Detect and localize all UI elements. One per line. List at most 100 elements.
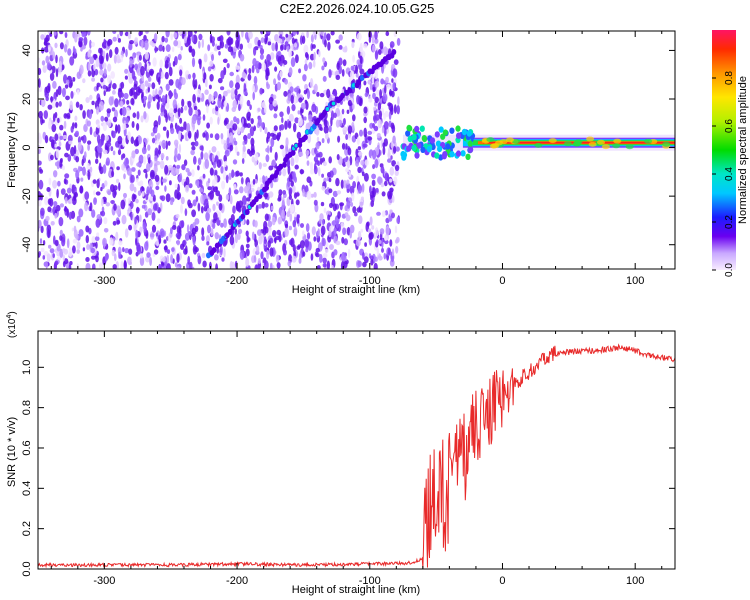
ridge-point — [303, 134, 308, 141]
noise-speck — [104, 253, 108, 262]
noise-speck — [297, 116, 303, 127]
noise-speck — [290, 180, 294, 187]
noise-speck — [211, 40, 215, 47]
noise-speck — [43, 110, 48, 120]
noise-speck — [45, 215, 50, 222]
noise-speck — [278, 193, 282, 201]
band-knot — [625, 144, 634, 150]
noise-speck — [268, 191, 274, 198]
noise-speck — [309, 161, 314, 171]
noise-speck — [100, 186, 103, 192]
noise-speck — [315, 252, 320, 258]
noise-speck — [188, 106, 193, 116]
noise-speck — [158, 234, 161, 240]
noise-speck — [284, 78, 288, 85]
noise-speck — [251, 65, 255, 74]
noise-speck — [145, 88, 149, 94]
noise-speck — [349, 230, 353, 239]
band-onset-blob — [438, 126, 444, 133]
noise-speck — [262, 162, 267, 167]
noise-speck — [368, 36, 372, 43]
noise-speck — [105, 202, 111, 207]
noise-speck — [303, 63, 308, 72]
noise-speck — [78, 37, 84, 42]
noise-speck — [310, 253, 314, 261]
noise-speck — [217, 98, 222, 109]
noise-speck — [384, 180, 388, 187]
noise-speck — [338, 34, 343, 41]
noise-speck — [326, 260, 330, 269]
noise-speck — [385, 31, 390, 37]
noise-speck — [113, 203, 117, 211]
noise-speck — [161, 178, 167, 183]
noise-speck — [62, 134, 68, 140]
noise-speck — [383, 46, 388, 56]
noise-speck — [238, 103, 241, 112]
noise-speck — [323, 125, 329, 134]
noise-speck — [328, 125, 332, 133]
noise-speck — [293, 96, 297, 106]
noise-speck — [363, 80, 367, 86]
band-onset-blob — [422, 135, 428, 143]
noise-speck — [201, 38, 204, 49]
noise-speck — [91, 236, 96, 243]
noise-speck — [207, 66, 212, 72]
noise-speck — [120, 199, 126, 210]
noise-speck — [137, 135, 142, 145]
noise-speck — [269, 145, 273, 153]
noise-speck — [311, 103, 317, 113]
noise-speck — [317, 228, 320, 237]
noise-speck — [335, 119, 340, 128]
noise-speck — [133, 194, 137, 200]
y-tick-label: -20 — [21, 188, 33, 204]
noise-speck — [138, 62, 142, 68]
noise-speck — [154, 147, 159, 156]
noise-speck — [234, 93, 239, 101]
noise-speck — [167, 140, 171, 146]
noise-speck — [253, 46, 257, 56]
noise-speck — [93, 190, 96, 196]
noise-speck — [369, 255, 374, 261]
noise-speck — [299, 252, 302, 261]
noise-speck — [214, 232, 219, 240]
noise-speck — [360, 160, 365, 166]
noise-speck — [194, 31, 198, 34]
snr-multiplier-label: (x10 — [7, 318, 18, 338]
noise-speck — [134, 63, 139, 71]
noise-speck — [387, 147, 391, 156]
noise-speck — [335, 39, 340, 44]
noise-speck — [364, 92, 369, 98]
noise-speck — [296, 31, 299, 35]
noise-speck — [294, 212, 297, 218]
noise-speck — [246, 99, 251, 107]
x-tick-label: -200 — [226, 275, 248, 287]
noise-speck — [109, 49, 113, 59]
noise-speck — [375, 114, 380, 121]
noise-speck — [229, 195, 233, 205]
noise-speck — [331, 264, 334, 269]
noise-speck — [112, 188, 117, 199]
noise-speck — [283, 90, 288, 97]
noise-speck — [191, 169, 195, 178]
noise-speck — [205, 99, 210, 107]
noise-speck — [355, 159, 360, 167]
noise-speck — [306, 176, 312, 183]
band-knot — [586, 136, 595, 142]
noise-speck — [57, 117, 60, 124]
noise-speck — [174, 262, 178, 268]
ridge-point — [278, 163, 284, 170]
noise-speck — [38, 219, 42, 229]
noise-speck — [248, 31, 253, 40]
noise-speck — [233, 116, 237, 123]
noise-speck — [87, 50, 91, 58]
noise-speck — [120, 81, 125, 89]
noise-speck — [363, 106, 368, 114]
noise-speck — [394, 164, 400, 172]
noise-speck — [240, 177, 244, 185]
noise-speck — [319, 213, 324, 222]
noise-speck — [247, 133, 252, 140]
noise-speck — [155, 185, 160, 191]
noise-speck — [185, 245, 188, 255]
noise-speck — [208, 84, 212, 90]
